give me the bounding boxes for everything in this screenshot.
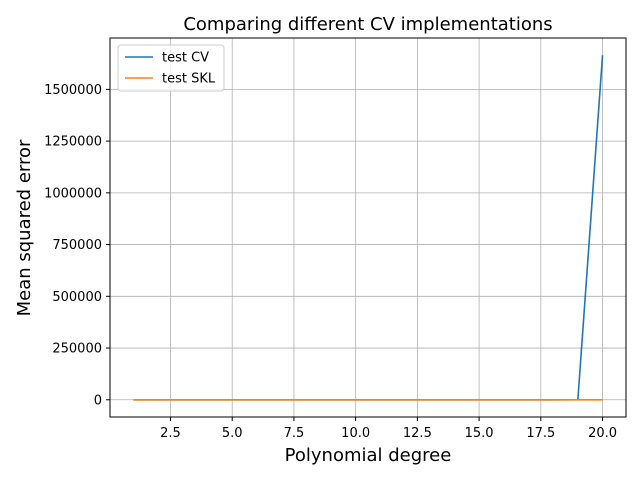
series-group <box>133 55 604 401</box>
y-tick-label: 1000000 <box>44 186 102 201</box>
x-tick-label: 10.0 <box>341 426 370 441</box>
x-tick-label: 20.0 <box>588 426 617 441</box>
y-axis: 0 250000 500000 750000 1000000 1250000 1500000 <box>44 83 110 408</box>
x-axis-label: Polynomial degree <box>285 445 452 466</box>
y-tick-label: 500000 <box>52 290 102 305</box>
y-tick-label: 1500000 <box>44 83 102 98</box>
y-tick-label: 250000 <box>52 342 102 357</box>
y-tick-label: 0 <box>94 393 102 408</box>
legend-label: test CV <box>162 51 209 66</box>
x-tick-label: 2.5 <box>160 426 181 441</box>
chart-title: Comparing different CV implementations <box>183 14 552 35</box>
x-tick-label: 15.0 <box>465 426 494 441</box>
legend: test CV test SKL <box>117 44 225 92</box>
x-tick-label: 12.5 <box>403 426 432 441</box>
x-axis: 2.5 5.0 7.5 10.0 12.5 15.0 17.5 20.0 <box>160 417 617 441</box>
x-tick-label: 7.5 <box>284 426 305 441</box>
y-axis-label: Mean squared error <box>14 139 35 316</box>
y-tick-label: 750000 <box>52 238 102 253</box>
legend-label: test SKL <box>162 72 216 87</box>
y-tick-label: 1250000 <box>44 135 102 150</box>
plot-frame <box>109 37 627 418</box>
x-tick-label: 5.0 <box>222 426 243 441</box>
x-tick-label: 17.5 <box>526 426 555 441</box>
